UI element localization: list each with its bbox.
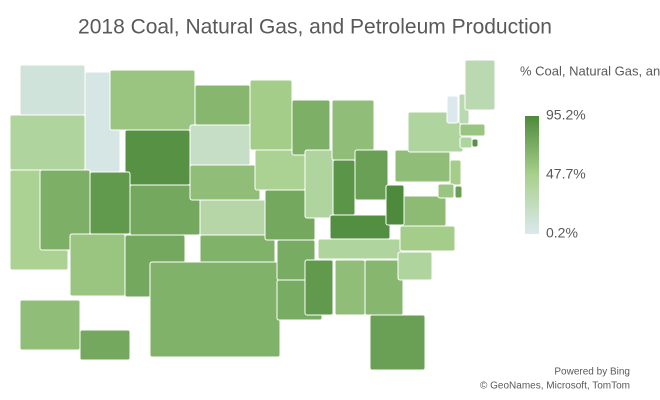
state-region: [471, 138, 479, 148]
state-region: [79, 329, 131, 361]
state-region: [89, 171, 131, 235]
state-region: [334, 259, 366, 316]
legend-tick-label: 0.2%: [546, 225, 578, 241]
state-region: [332, 159, 356, 216]
state-region: [9, 114, 86, 171]
state-region: [464, 59, 496, 111]
state-region: [454, 185, 463, 199]
state-region: [329, 214, 391, 240]
legend-title: % Coal, Natural Gas, and Petroleum: [520, 63, 660, 78]
attribution: © GeoNames, Microsoft, TomTom: [480, 381, 630, 392]
legend-tick-label: 95.2%: [546, 107, 586, 123]
state-region: [354, 149, 389, 201]
state-region: [369, 314, 426, 371]
state-region: [317, 238, 404, 260]
state-region: [109, 69, 196, 131]
map-title: 2018 Coal, Natural Gas, and Petroleum Pr…: [78, 16, 552, 39]
state-region: [304, 149, 334, 219]
state-region: [19, 64, 86, 116]
state-region: [249, 79, 293, 151]
state-region: [459, 136, 473, 149]
state-region: [364, 259, 404, 316]
state-region: [194, 84, 251, 126]
state-region: [397, 251, 433, 281]
state-region: [304, 259, 334, 316]
state-region: [385, 184, 405, 226]
state-region: [291, 99, 331, 156]
legend-tick-label: 47.7%: [546, 166, 586, 182]
state-region: [394, 149, 451, 183]
state-region: [254, 149, 306, 191]
state-region: [449, 159, 462, 186]
attribution: Powered by Bing: [554, 367, 630, 378]
state-region: [437, 183, 455, 199]
state-region: [19, 299, 81, 351]
state-region: [199, 199, 271, 236]
state-region: [397, 195, 447, 227]
state-region: [124, 129, 191, 186]
state-region: [69, 233, 126, 297]
state-region: [399, 225, 456, 252]
legend-colorbar: [525, 116, 539, 234]
state-region: [446, 95, 459, 124]
state-region: [459, 123, 486, 137]
state-region: [189, 164, 261, 201]
state-region: [189, 124, 251, 166]
state-region: [149, 261, 281, 358]
